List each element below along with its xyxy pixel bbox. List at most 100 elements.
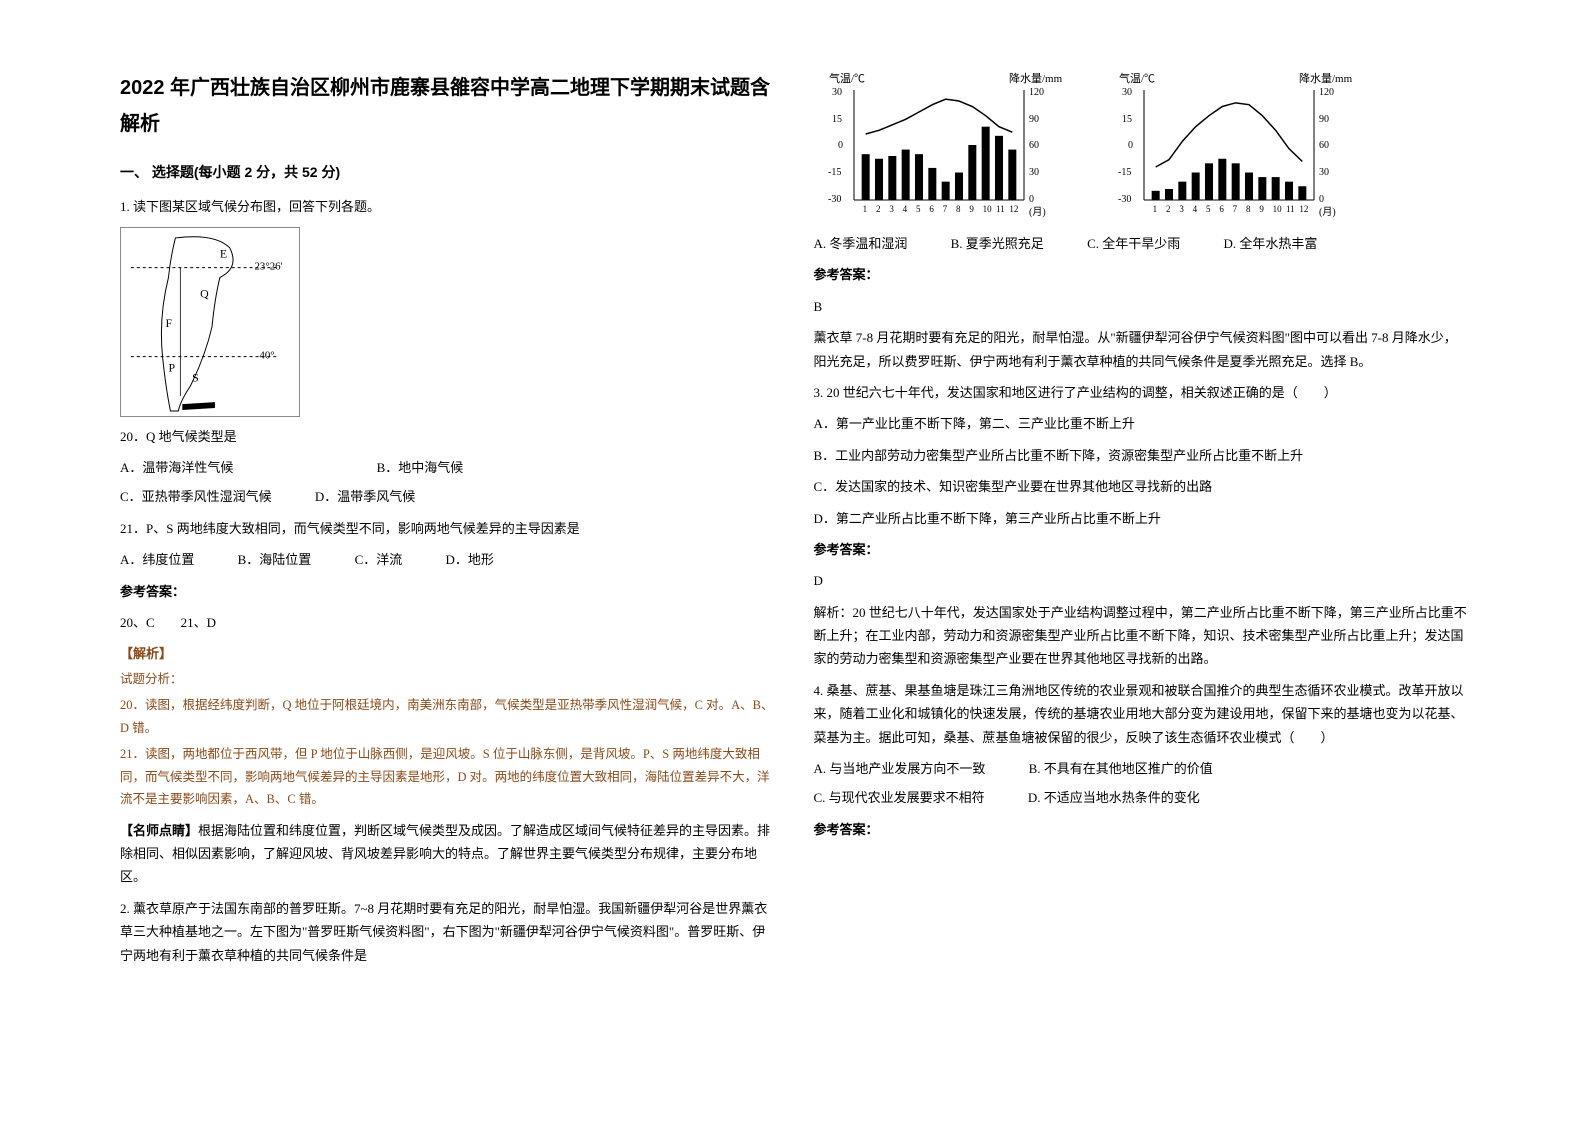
answer-label-2: 参考答案： <box>814 263 1468 286</box>
q3-answer: D <box>814 569 1468 592</box>
svg-text:9: 9 <box>1259 204 1264 214</box>
svg-text:5: 5 <box>1206 204 1211 214</box>
q2-explain: 薰衣草 7-8 月花期时要有充足的阳光，耐旱怕湿。从"新疆伊犁河谷伊宁气候资料图… <box>814 326 1468 373</box>
map-label-e: E <box>220 246 227 260</box>
q1-intro: 1. 读下图某区域气候分布图，回答下列各题。 <box>120 195 774 218</box>
svg-text:11: 11 <box>996 204 1005 214</box>
map-lat2: 40° <box>259 349 274 361</box>
svg-text:0: 0 <box>1128 140 1133 151</box>
map-lat1: 23°26' <box>255 260 283 272</box>
svg-text:0: 0 <box>1029 194 1034 205</box>
svg-text:-30: -30 <box>828 194 841 205</box>
svg-text:11: 11 <box>1286 204 1295 214</box>
map-label-q: Q <box>200 286 209 300</box>
q1-a20: 20．读图，根据经纬度判断，Q 地位于阿根廷境内，南美洲东南部，气候类型是亚热带… <box>120 694 774 739</box>
svg-text:60: 60 <box>1029 140 1039 151</box>
svg-text:15: 15 <box>1122 114 1132 125</box>
tip-text: 根据海陆位置和纬度位置，判断区域气候类型及成因。了解造成区域间气候特征差异的主导… <box>120 823 770 885</box>
q21-opt-b: B．海陆位置 <box>238 548 312 571</box>
svg-text:30: 30 <box>1319 167 1329 178</box>
q1-tip: 【名师点睛】根据海陆位置和纬度位置，判断区域气候类型及成因。了解造成区域间气候特… <box>120 819 774 889</box>
svg-text:0: 0 <box>838 140 843 151</box>
q21-opt-c: C．洋流 <box>355 548 403 571</box>
q4-opt-c: C. 与现代农业发展要求不相符 <box>814 786 985 809</box>
page-title: 2022 年广西壮族自治区柳州市鹿寨县雒容中学高二地理下学期期末试题含解析 <box>120 70 774 142</box>
map-figure: E Q F P S 23°26' 40° <box>120 227 300 417</box>
map-svg: E Q F P S 23°26' 40° <box>121 228 299 416</box>
q20-opt-c: C．亚热带季风性湿润气候 <box>120 485 272 508</box>
svg-text:4: 4 <box>902 204 907 214</box>
q21-text: 21．P、S 两地纬度大致相同，而气候类型不同，影响两地气候差异的主导因素是 <box>120 517 774 540</box>
svg-text:5: 5 <box>916 204 921 214</box>
q21-opt-a: A．纬度位置 <box>120 548 194 571</box>
svg-text:1: 1 <box>1152 204 1157 214</box>
svg-text:12: 12 <box>1299 204 1308 214</box>
svg-text:4: 4 <box>1192 204 1197 214</box>
svg-text:15: 15 <box>832 114 842 125</box>
right-column: 气温/℃ 降水量/mm 30 15 0 -15 -30 120 90 60 30… <box>794 70 1488 1052</box>
svg-text:6: 6 <box>929 204 934 214</box>
chart-left: 气温/℃ 降水量/mm 30 15 0 -15 -30 120 90 60 30… <box>814 70 1064 220</box>
map-label-p: P <box>168 360 175 374</box>
q3-opt-b: B．工业内部劳动力密集型产业所占比重不断下降，资源密集型产业所占比重不断上升 <box>814 444 1468 467</box>
chart-left-svg: 气温/℃ 降水量/mm 30 15 0 -15 -30 120 90 60 30… <box>814 70 1064 220</box>
q1-a21: 21．读图，两地都位于西风带，但 P 地位于山脉西侧，是迎风坡。S 位于山脉东侧… <box>120 743 774 811</box>
map-label-f: F <box>166 316 173 330</box>
svg-text:30: 30 <box>832 87 842 98</box>
q20-text: 20．Q 地气候类型是 <box>120 425 774 448</box>
analysis-label: 【解析】 <box>120 642 774 665</box>
svg-text:8: 8 <box>956 204 961 214</box>
svg-text:(月): (月) <box>1029 206 1046 218</box>
svg-text:1: 1 <box>862 204 867 214</box>
svg-text:7: 7 <box>1232 204 1237 214</box>
section-heading: 一、 选择题(每小题 2 分，共 52 分) <box>120 160 774 185</box>
svg-text:-15: -15 <box>1118 167 1131 178</box>
answer-label-1: 参考答案： <box>120 580 774 603</box>
map-label-s: S <box>192 370 199 384</box>
q1-answer: 20、C 21、D <box>120 611 774 634</box>
svg-text:气温/℃: 气温/℃ <box>1119 71 1155 85</box>
q4-opt-b: B. 不具有在其他地区推广的价值 <box>1029 757 1213 780</box>
analysis-sub: 试题分析： <box>120 668 774 691</box>
svg-text:9: 9 <box>969 204 974 214</box>
q20-opts-row1: A．温带海洋性气候 B．地中海气候 <box>120 456 774 479</box>
svg-text:8: 8 <box>1246 204 1251 214</box>
svg-text:12: 12 <box>1009 204 1018 214</box>
q3-intro: 3. 20 世纪六七十年代，发达国家和地区进行了产业结构的调整，相关叙述正确的是… <box>814 381 1468 404</box>
q21-opts-row: A．纬度位置 B．海陆位置 C．洋流 D．地形 <box>120 548 774 571</box>
map-island <box>182 402 215 410</box>
svg-text:降水量/mm: 降水量/mm <box>1009 71 1063 85</box>
svg-text:120: 120 <box>1029 87 1044 98</box>
q4-opt-a: A. 与当地产业发展方向不一致 <box>814 757 986 780</box>
q3-opt-d: D．第二产业所占比重不断下降，第三产业所占比重不断上升 <box>814 507 1468 530</box>
q4-opts-row2: C. 与现代农业发展要求不相符 D. 不适应当地水热条件的变化 <box>814 786 1468 809</box>
svg-text:-30: -30 <box>1118 194 1131 205</box>
svg-text:(月): (月) <box>1319 206 1336 218</box>
svg-text:气温/℃: 气温/℃ <box>829 71 865 85</box>
q3-opt-c: C．发达国家的技术、知识密集型产业要在世界其他地区寻找新的出路 <box>814 475 1468 498</box>
svg-text:10: 10 <box>1272 204 1282 214</box>
svg-text:3: 3 <box>1179 204 1184 214</box>
q3-explain: 解析：20 世纪七八十年代，发达国家处于产业结构调整过程中，第二产业所占比重不断… <box>814 601 1468 671</box>
svg-text:10: 10 <box>982 204 992 214</box>
svg-text:90: 90 <box>1319 114 1329 125</box>
q4-intro: 4. 桑基、蔗基、果基鱼塘是珠江三角洲地区传统的农业景观和被联合国推介的典型生态… <box>814 679 1468 749</box>
svg-text:3: 3 <box>889 204 894 214</box>
svg-text:-15: -15 <box>828 167 841 178</box>
q21-opt-d: D．地形 <box>445 548 493 571</box>
q4-opt-d: D. 不适应当地水热条件的变化 <box>1028 786 1200 809</box>
svg-text:0: 0 <box>1319 194 1324 205</box>
left-column: 2022 年广西壮族自治区柳州市鹿寨县雒容中学高二地理下学期期末试题含解析 一、… <box>100 70 794 1052</box>
chart-right-svg: 气温/℃ 降水量/mm 30 15 0 -15 -30 120 90 60 30… <box>1104 70 1354 220</box>
svg-text:30: 30 <box>1029 167 1039 178</box>
chart-right: 气温/℃ 降水量/mm 30 15 0 -15 -30 120 90 60 30… <box>1104 70 1354 220</box>
svg-text:120: 120 <box>1319 87 1334 98</box>
tip-label: 【名师点睛】 <box>120 823 198 838</box>
q2-opt-a: A. 冬季温和湿润 <box>814 232 908 255</box>
svg-text:7: 7 <box>942 204 947 214</box>
charts-row: 气温/℃ 降水量/mm 30 15 0 -15 -30 120 90 60 30… <box>814 70 1468 220</box>
q4-opts-row1: A. 与当地产业发展方向不一致 B. 不具有在其他地区推广的价值 <box>814 757 1468 780</box>
svg-text:降水量/mm: 降水量/mm <box>1299 71 1353 85</box>
svg-text:60: 60 <box>1319 140 1329 151</box>
answer-label-3: 参考答案： <box>814 538 1468 561</box>
